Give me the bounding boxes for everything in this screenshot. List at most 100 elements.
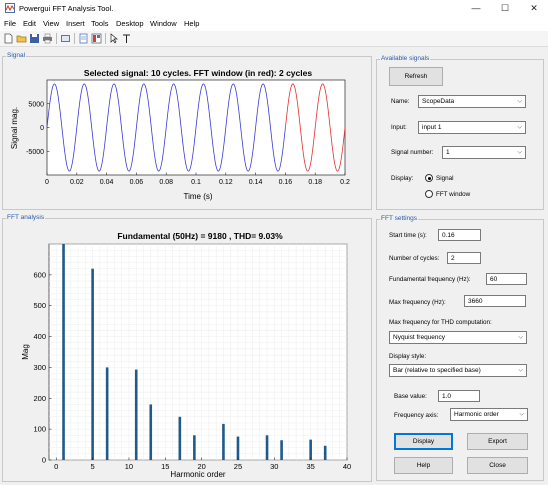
minimize-button[interactable]: —	[471, 3, 481, 13]
menu-tools[interactable]: Tools	[91, 19, 109, 28]
signal-xtick-label: 0.14	[249, 179, 263, 186]
fft-plot[interactable]: Fundamental (50Hz) = 9180 , THD= 9.03% 0…	[2, 226, 372, 480]
chevron-down-icon: ⌵	[519, 411, 524, 417]
max-freq-field[interactable]: 3660	[464, 295, 526, 307]
fft-ytick-label: 400	[33, 332, 46, 341]
signal-xtick-label: 0.04	[100, 179, 114, 186]
signal-series-line-0	[46, 83, 286, 172]
property-editor-icon[interactable]	[78, 33, 89, 44]
fft-bar-h13	[149, 404, 153, 460]
display-button[interactable]: Display	[394, 433, 453, 450]
chevron-down-icon: ⌵	[517, 98, 522, 104]
signal-xtick-label: 0.02	[70, 179, 84, 186]
fft-settings-panel	[376, 219, 544, 481]
input-select-value: input 1	[422, 124, 442, 131]
toolbar-separator	[74, 33, 75, 44]
fft-xtick-label: 5	[91, 462, 95, 471]
pointer-icon[interactable]	[108, 33, 119, 44]
name-select-value: ScopeData	[422, 98, 455, 105]
thd-select[interactable]: Nyquist frequency ⌵	[389, 331, 527, 344]
fft-xlabel: Harmonic order	[170, 470, 225, 479]
print-preview-icon[interactable]	[60, 33, 71, 44]
name-label: Name:	[391, 98, 410, 105]
fft-ytick-label: 600	[33, 270, 46, 279]
signal-ylabel: Signal mag.	[10, 107, 19, 149]
plot-browser-icon[interactable]	[91, 33, 102, 44]
fft-bar-h29	[265, 435, 269, 460]
display-style-label: Display style:	[389, 353, 427, 360]
menu-help[interactable]: Help	[184, 19, 200, 28]
signal-xtick-label: 0.18	[308, 179, 322, 186]
thd-label: Max frequency for THD computation:	[389, 319, 492, 326]
cycles-label: Number of cycles:	[389, 255, 440, 262]
cycles-field[interactable]: 2	[447, 252, 481, 264]
signal-xtick-label: 0.16	[279, 179, 293, 186]
display-style-select[interactable]: Bar (relative to specified base) ⌵	[389, 364, 527, 377]
freq-axis-select[interactable]: Harmonic order ⌵	[450, 408, 528, 421]
menu-insert[interactable]: Insert	[66, 19, 85, 28]
freq-axis-value: Harmonic order	[454, 411, 499, 418]
export-button[interactable]: Export	[467, 433, 528, 450]
fft-xtick-label: 20	[197, 462, 205, 471]
fft-xtick-label: 25	[234, 462, 242, 471]
fft-ytick-label: 300	[33, 363, 46, 372]
fft-bar-h23	[222, 423, 225, 460]
maximize-button[interactable]: ☐	[500, 3, 510, 13]
fft-ytick-label: 200	[33, 394, 46, 403]
open-folder-icon[interactable]	[16, 33, 27, 44]
fft-plot-title: Fundamental (50Hz) = 9180 , THD= 9.03%	[117, 231, 283, 241]
fft-xtick-label: 40	[343, 462, 351, 471]
signal-number-value: 1	[446, 149, 450, 156]
fft-xtick-label: 10	[125, 462, 133, 471]
radio-signal[interactable]	[425, 174, 433, 182]
input-label: Input:	[391, 124, 407, 131]
toolbar-separator	[56, 33, 57, 44]
toolbar-separator	[105, 33, 106, 44]
close-window-button[interactable]: ✕	[530, 3, 538, 13]
signal-panel-title: Signal	[6, 52, 27, 59]
chevron-down-icon: ⌵	[518, 334, 523, 340]
menu-bar: File Edit View Insert Tools Desktop Wind…	[0, 17, 548, 31]
menu-desktop[interactable]: Desktop	[116, 19, 144, 28]
menu-view[interactable]: View	[43, 19, 60, 28]
title-bar: Powergui FFT Analysis Tool. — ☐ ✕	[0, 0, 548, 17]
fft-bar-h25	[236, 436, 240, 460]
base-value-label: Base value:	[394, 393, 427, 400]
new-file-icon[interactable]	[3, 33, 14, 44]
fund-freq-field[interactable]: 60	[486, 273, 527, 285]
signal-xtick-label: 0.08	[159, 179, 173, 186]
signal-xtick-label: 0.2	[340, 179, 350, 186]
max-freq-label: Max frequency (Hz):	[389, 299, 446, 306]
menu-file[interactable]: File	[4, 19, 17, 28]
save-icon[interactable]	[29, 33, 40, 44]
signal-ytick-label: 5000	[28, 101, 44, 108]
fft-panel-title: FFT analysis	[6, 214, 46, 221]
insert-text-icon[interactable]	[121, 33, 132, 44]
print-icon[interactable]	[42, 33, 53, 44]
window-title: Powergui FFT Analysis Tool.	[19, 4, 114, 13]
input-select[interactable]: input 1 ⌵	[418, 121, 526, 134]
signal-xtick-label: 0	[45, 179, 49, 186]
radio-fft-window-label: FFT window	[436, 191, 471, 198]
refresh-button[interactable]: Refresh	[389, 67, 443, 86]
signal-plot[interactable]: Selected signal: 10 cycles. FFT window (…	[2, 62, 372, 208]
help-button[interactable]: Help	[394, 457, 453, 474]
fft-xtick-label: 0	[54, 462, 58, 471]
signal-xtick-label: 0.06	[130, 179, 144, 186]
fft-bar-h31	[280, 440, 283, 460]
fft-ytick-label: 100	[33, 425, 46, 434]
display-style-value: Bar (relative to specified base)	[393, 367, 481, 374]
fft-plot-area	[48, 243, 348, 461]
base-value-field[interactable]: 1.0	[438, 390, 480, 402]
radio-signal-label: Signal	[436, 175, 454, 182]
fund-freq-label: Fundamental frequency (Hz):	[389, 276, 471, 283]
name-select[interactable]: ScopeData ⌵	[418, 95, 526, 108]
fft-xtick-label: 35	[306, 462, 314, 471]
radio-fft-window[interactable]	[425, 190, 433, 198]
close-button[interactable]: Close	[467, 457, 528, 474]
signal-number-select[interactable]: 1 ⌵	[442, 146, 526, 159]
menu-edit[interactable]: Edit	[23, 19, 36, 28]
menu-window[interactable]: Window	[150, 19, 177, 28]
fft-bar-h7	[105, 367, 109, 460]
start-time-field[interactable]: 0.16	[438, 229, 481, 241]
